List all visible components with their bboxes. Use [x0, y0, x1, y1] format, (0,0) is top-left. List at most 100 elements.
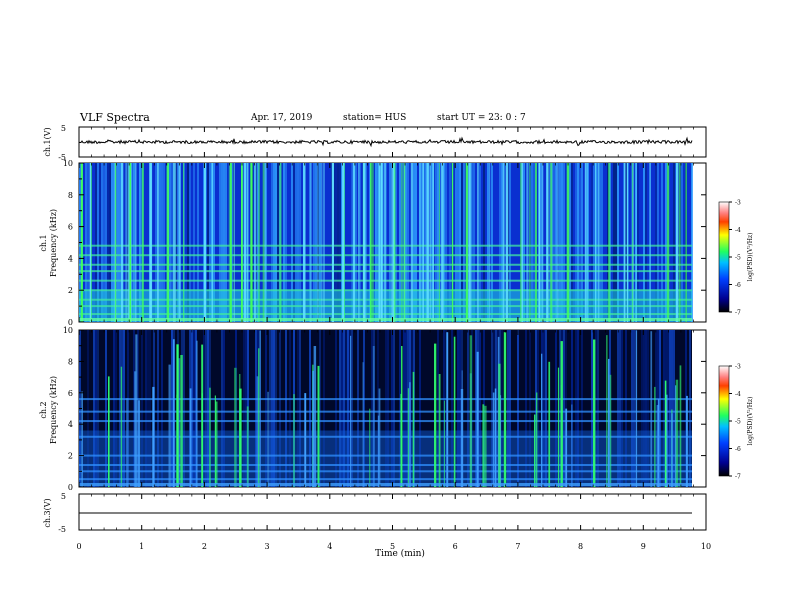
spheric-line — [571, 404, 573, 487]
x-tick-label: 4 — [327, 542, 332, 551]
noise-column — [221, 163, 223, 322]
colorbar-tick-label: -7 — [735, 310, 741, 317]
noise-column — [529, 330, 531, 487]
spheric-line — [211, 163, 213, 322]
y-tick-label: 6 — [68, 389, 73, 398]
noise-column — [207, 330, 209, 487]
noise-column — [363, 330, 365, 487]
spheric-line — [548, 361, 551, 487]
spheric-line — [135, 163, 137, 322]
spheric-line — [321, 163, 323, 322]
noise-column — [563, 163, 565, 322]
noise-column — [621, 330, 623, 487]
spheric-line — [239, 388, 242, 487]
spheric-line — [593, 339, 596, 487]
noise-column — [615, 163, 617, 322]
spheric-line — [370, 163, 372, 322]
spheric-line — [204, 163, 206, 322]
ch2-yticks: 0 2 4 6 8 10 — [63, 326, 706, 492]
spheric-line — [678, 163, 681, 322]
noise-column — [275, 330, 277, 487]
spheric-line — [675, 379, 679, 487]
noise-column — [313, 163, 315, 322]
noise-column — [219, 163, 221, 322]
noise-column — [283, 163, 285, 322]
spheric-line — [264, 163, 266, 322]
spheric-line — [676, 163, 679, 322]
noise-column — [435, 163, 437, 322]
noise-column — [601, 163, 603, 322]
spheric-line — [352, 163, 356, 322]
noise-column — [571, 163, 573, 322]
spheric-line — [441, 163, 444, 322]
noise-column — [163, 163, 165, 322]
y-tick-label: 0 — [68, 483, 73, 492]
spheric-line — [469, 335, 473, 487]
spheric-line — [550, 163, 553, 322]
spheric-line — [465, 163, 469, 322]
spheric-line — [384, 163, 386, 322]
noise-column — [337, 163, 339, 322]
noise-column — [203, 330, 205, 487]
spheric-line — [686, 395, 688, 487]
spheric-line — [400, 393, 402, 487]
ch2-ylabel-channel: ch.2 — [39, 401, 48, 418]
spheric-line — [243, 163, 247, 322]
noise-column — [411, 330, 413, 487]
noise-column — [461, 163, 463, 322]
noise-column — [671, 330, 673, 487]
noise-column — [221, 330, 223, 487]
noise-column — [689, 330, 691, 487]
noise-column — [371, 330, 373, 487]
noise-column — [171, 330, 173, 487]
noise-column — [575, 330, 577, 487]
noise-column — [383, 163, 385, 322]
noise-column — [449, 163, 451, 322]
y-tick-label: 2 — [68, 452, 73, 461]
noise-column — [295, 163, 297, 322]
noise-column — [581, 163, 583, 322]
noise-column — [407, 163, 409, 322]
noise-column — [351, 163, 353, 322]
ch1-colorbar: -3 -4 -5 -6 -7 log(PSD)(V²/Hz) — [718, 200, 754, 317]
spheric-line — [566, 163, 570, 322]
noise-column — [355, 163, 357, 322]
spheric-line — [258, 348, 260, 487]
y-tick-label: 0 — [68, 318, 73, 327]
noise-column — [681, 163, 683, 322]
noise-column — [385, 330, 387, 487]
noise-column — [109, 163, 111, 322]
spheric-line — [536, 392, 538, 487]
noise-column — [335, 163, 337, 322]
noise-column — [405, 163, 407, 322]
x-tick-label: 8 — [578, 542, 583, 551]
noise-column — [587, 163, 589, 322]
noise-column — [613, 163, 615, 322]
noise-column — [95, 330, 97, 487]
spheric-line — [492, 392, 495, 487]
spheric-line — [378, 388, 381, 487]
noise-column — [105, 163, 107, 322]
noise-column — [275, 163, 277, 322]
frequency-band — [79, 420, 692, 423]
noise-column — [459, 330, 461, 487]
noise-column — [669, 330, 671, 487]
noise-column — [445, 330, 447, 487]
noise-column — [97, 330, 99, 487]
y-tick-label: 10 — [63, 159, 73, 168]
noise-column — [277, 163, 279, 322]
spheric-line — [535, 163, 537, 322]
noise-column — [341, 330, 343, 487]
noise-column — [119, 163, 121, 322]
noise-column — [245, 330, 247, 487]
noise-column — [225, 163, 227, 322]
noise-column — [543, 330, 545, 487]
noise-column — [205, 330, 207, 487]
spheric-line — [541, 353, 543, 487]
spheric-line — [130, 163, 132, 322]
ch1-spectrogram-panel: 0 2 4 6 8 10 ch.1 Frequency (kHz) — [39, 159, 707, 327]
noise-column — [155, 163, 157, 322]
spheric-line — [679, 365, 682, 487]
noise-column — [501, 163, 503, 322]
noise-column — [243, 330, 245, 487]
